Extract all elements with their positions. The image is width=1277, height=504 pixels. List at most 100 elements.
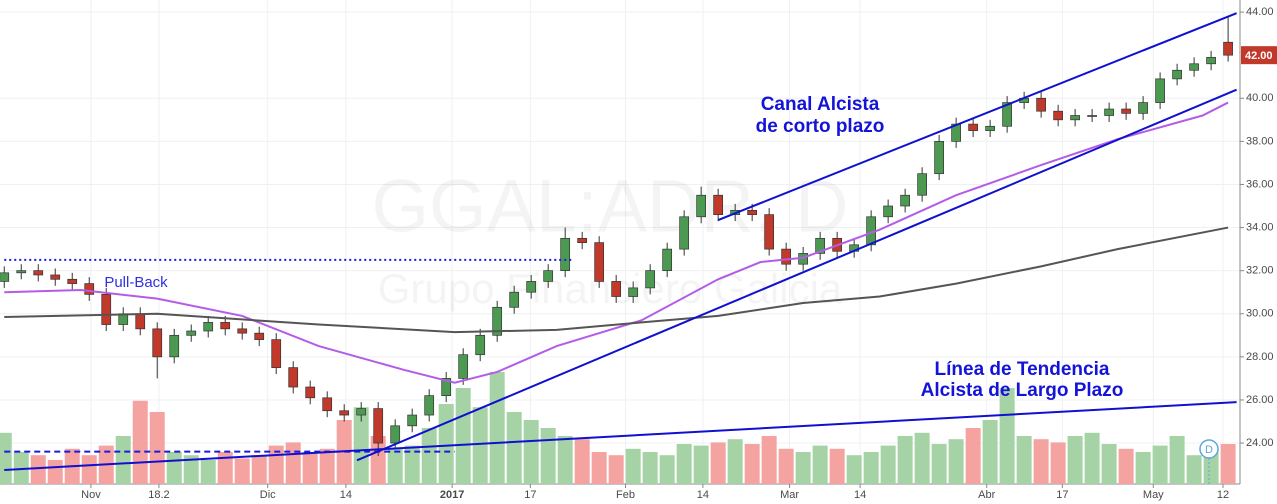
candle-body [526,281,537,293]
volume-bar [659,455,675,484]
volume-bar [846,455,862,484]
trend-line [4,401,1237,471]
candle-body [16,270,27,274]
volume-bar [1016,436,1032,484]
candle-body [169,334,180,358]
x-tick-label: Nov [81,489,101,501]
candle-body [101,294,112,325]
candle-body [50,274,61,280]
candle-body [492,306,503,336]
candle-body [764,214,775,250]
candle-body [662,248,673,272]
candle-body [271,339,282,368]
plot-area [0,12,1237,484]
volume-bar [608,455,624,484]
candle-body [288,367,299,388]
volume-bar [302,452,318,484]
volume-bar [200,460,216,484]
candle-body [509,291,520,308]
candle-body [0,272,10,282]
volume-bar [455,388,471,484]
x-tick-label: Feb [616,489,635,501]
candle-body [934,141,944,175]
y-tick-label: 24.00 [1246,437,1274,449]
candle-body [254,332,265,340]
x-tick-label: 17 [524,489,536,501]
x-tick-label: 14 [697,489,709,501]
candle-body [407,414,418,427]
volume-bar [183,455,199,484]
volume-bar [1067,436,1083,484]
candle-body [713,194,724,215]
volume-bar [897,436,913,484]
candle-body [1138,102,1148,114]
candle-body [577,237,588,243]
x-tick-label: Abr [978,489,995,501]
volume-bar [166,452,182,484]
grid [0,0,1240,484]
candle-body [203,322,214,332]
volume-bar [506,412,522,484]
y-tick-label: 44.00 [1246,6,1274,18]
trend-line [717,12,1237,221]
y-tick-label: 34.00 [1246,221,1274,233]
watermark-subtitle: Grupo Financiero Galicia [378,265,843,312]
y-tick-label: 36.00 [1246,178,1274,190]
last-price-tag [1241,46,1277,65]
candle-body [968,123,978,131]
candle-body [322,397,333,412]
volume-bar [880,445,896,484]
volume-bar [863,452,879,484]
x-tick-label: 14 [854,489,866,501]
candle-body [543,270,554,282]
volume-bar [13,452,29,484]
candle-body [1223,41,1233,56]
x-tick-label: May [1143,489,1164,501]
candle-body [305,386,316,399]
annotation: de corto plazo [756,116,885,137]
volume-bar [523,420,539,484]
volume-bar [540,428,556,484]
volume-bar [761,436,777,484]
x-tick-label: 18.2 [148,489,169,501]
y-tick-label: 40.00 [1246,92,1274,104]
candle-body [373,408,384,444]
candle-body [594,242,605,282]
volume-bar [30,455,46,484]
volume-bar [744,444,760,484]
volume-bar [472,407,488,484]
candle-body [900,194,910,207]
volume-bar [693,445,709,484]
candle-body [696,194,707,218]
volume-bar [1169,436,1185,484]
volume-bar [217,452,233,484]
candle-body [1070,115,1080,121]
candle-body [475,334,486,356]
volume-bar [81,455,97,484]
volume-bar [982,420,998,484]
candle-body [781,248,792,265]
candle-body [1002,102,1012,127]
volume-bar [319,448,335,484]
volume-bar [812,445,828,484]
candle-body [611,281,622,297]
volume-bar [642,452,658,484]
annotation: Canal Alcista [761,94,880,115]
volume-bar [489,372,505,484]
y-tick-label: 30.00 [1246,308,1274,320]
candle-body [1121,108,1131,114]
volume-bar [999,388,1015,484]
volume-bar [0,432,12,484]
candle-body [237,328,248,334]
annotation: Línea de Tendencia [935,359,1110,380]
volume-bar [829,448,845,484]
candle-body [458,354,469,379]
candle-body [985,125,995,131]
last-price-label: 42.00 [1245,50,1273,62]
candle-body [917,173,927,196]
volume-bar [1152,445,1168,484]
candle-body [628,287,639,297]
volume-bar [1101,444,1117,484]
candle-body [186,330,197,336]
